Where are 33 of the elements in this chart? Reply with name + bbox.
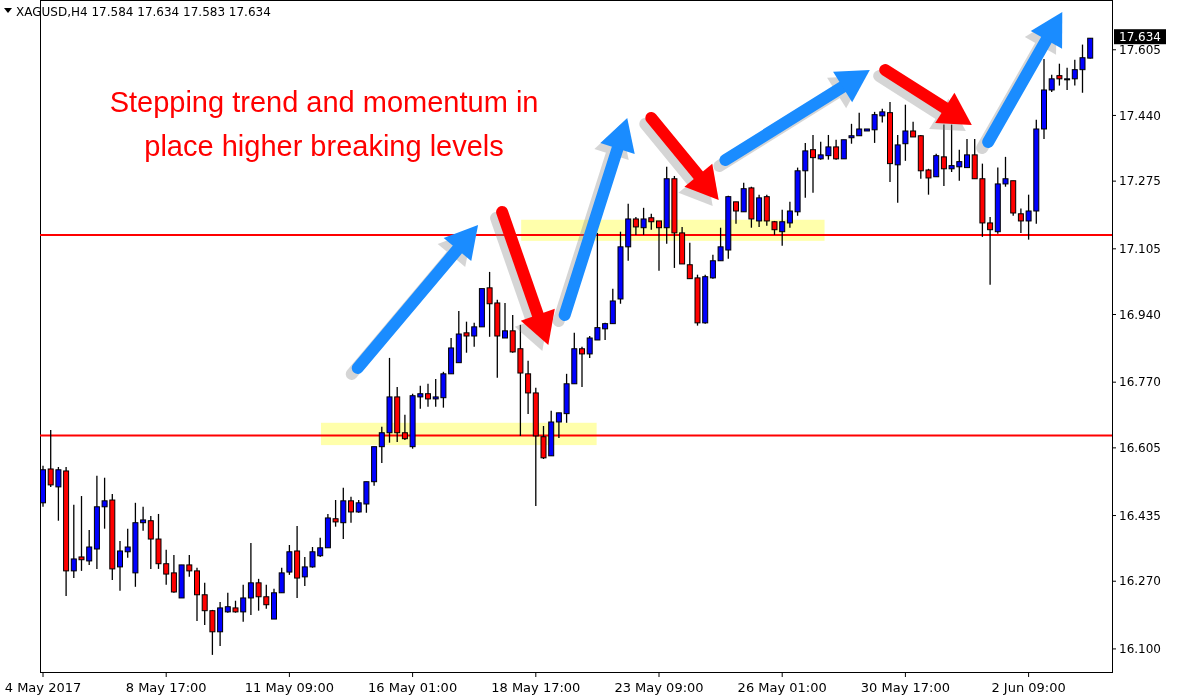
annotation: Stepping trend and momentum in place higher breaking levels bbox=[109, 86, 539, 162]
candlestick bbox=[425, 383, 431, 408]
y-tick-label: 16.100 bbox=[1119, 642, 1161, 657]
candlestick bbox=[609, 287, 616, 325]
x-tick-label: 16 May 01:00 bbox=[368, 680, 458, 695]
candlestick bbox=[579, 346, 585, 388]
y-tick-label: 17.605 bbox=[1119, 42, 1161, 57]
candlestick bbox=[964, 138, 970, 169]
candlestick bbox=[840, 139, 847, 160]
candlestick bbox=[894, 134, 901, 204]
y-tick-label: 16.770 bbox=[1119, 375, 1161, 390]
x-tick-label: 4 May 2017 bbox=[4, 680, 82, 695]
text: 17.634 bbox=[1119, 29, 1161, 44]
x-tick-label: 26 May 01:00 bbox=[737, 680, 827, 695]
candlestick bbox=[810, 134, 816, 194]
x-tick-label: 30 May 17:00 bbox=[860, 680, 950, 695]
candlestick bbox=[733, 201, 739, 225]
y-tick-label: 16.605 bbox=[1119, 441, 1161, 456]
x-tick-label: 11 May 09:00 bbox=[244, 680, 334, 695]
y-tick-label: 17.105 bbox=[1119, 242, 1161, 257]
candlestick bbox=[117, 540, 123, 592]
y-tick-label: 17.440 bbox=[1119, 108, 1161, 123]
candlestick bbox=[348, 496, 354, 524]
x-tick-label: 18 May 17:00 bbox=[491, 680, 581, 695]
x-tick-label: 23 May 09:00 bbox=[614, 680, 704, 695]
y-tick-label: 17.275 bbox=[1119, 174, 1161, 189]
y-tick-label: 16.270 bbox=[1119, 574, 1161, 589]
candlestick bbox=[194, 567, 200, 622]
x-tick-label: 2 Jun 09:00 bbox=[991, 680, 1066, 695]
x-tick-label: 8 May 17:00 bbox=[125, 680, 207, 695]
candlestick bbox=[502, 302, 508, 339]
y-tick-label: 16.435 bbox=[1119, 508, 1161, 523]
y-tick-label: 16.940 bbox=[1119, 307, 1161, 322]
